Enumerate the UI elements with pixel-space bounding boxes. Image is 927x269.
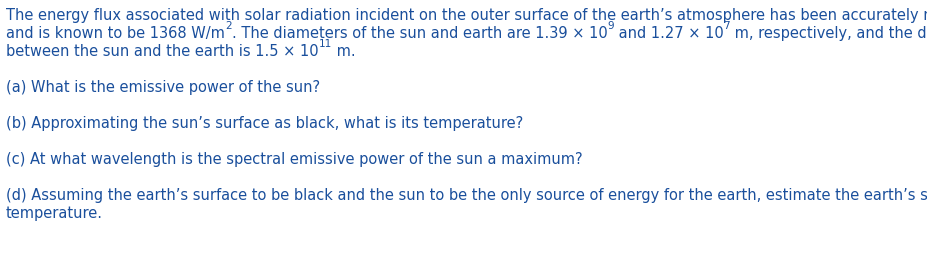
Text: m.: m. bbox=[332, 44, 355, 59]
Text: temperature.: temperature. bbox=[6, 206, 103, 221]
Text: (a) What is the emissive power of the sun?: (a) What is the emissive power of the su… bbox=[6, 80, 320, 95]
Text: (c) At what wavelength is the spectral emissive power of the sun a maximum?: (c) At what wavelength is the spectral e… bbox=[6, 152, 582, 167]
Text: (b) Approximating the sun’s surface as black, what is its temperature?: (b) Approximating the sun’s surface as b… bbox=[6, 116, 523, 131]
Text: and 1.27 × 10: and 1.27 × 10 bbox=[614, 26, 723, 41]
Text: The energy flux associated with solar radiation incident on the outer surface of: The energy flux associated with solar ra… bbox=[6, 8, 927, 23]
Text: . The diameters of the sun and earth are 1.39 × 10: . The diameters of the sun and earth are… bbox=[231, 26, 606, 41]
Text: (d) Assuming the earth’s surface to be black and the sun to be the only source o: (d) Assuming the earth’s surface to be b… bbox=[6, 188, 927, 203]
Text: between the sun and the earth is 1.5 × 10: between the sun and the earth is 1.5 × 1… bbox=[6, 44, 318, 59]
Text: and is known to be 1368 W/m: and is known to be 1368 W/m bbox=[6, 26, 224, 41]
Text: 2: 2 bbox=[224, 21, 231, 31]
Text: m, respectively, and the distance: m, respectively, and the distance bbox=[730, 26, 927, 41]
Text: 11: 11 bbox=[318, 39, 332, 49]
Text: 7: 7 bbox=[723, 21, 730, 31]
Text: 9: 9 bbox=[606, 21, 614, 31]
